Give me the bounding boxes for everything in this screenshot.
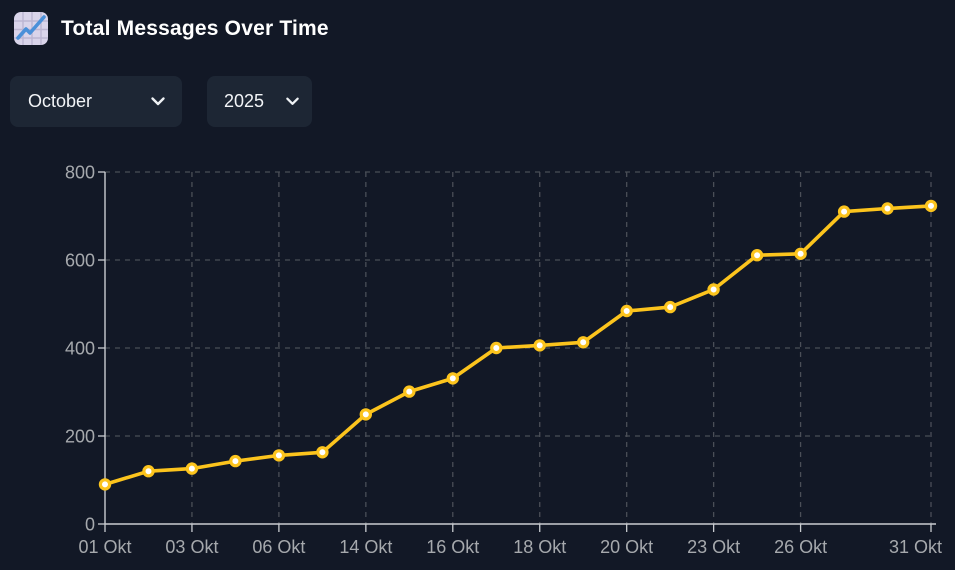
svg-text:01 Okt: 01 Okt	[78, 537, 131, 557]
svg-text:0: 0	[85, 515, 95, 535]
month-select[interactable]: October	[10, 76, 182, 127]
svg-text:20 Okt: 20 Okt	[600, 537, 653, 557]
svg-text:23 Okt: 23 Okt	[687, 537, 740, 557]
chevron-down-icon	[285, 96, 300, 107]
svg-text:800: 800	[65, 163, 95, 183]
chevron-down-icon	[150, 96, 166, 107]
chart-header: Total Messages Over Time	[13, 11, 329, 46]
svg-text:200: 200	[65, 427, 95, 447]
svg-text:14 Okt: 14 Okt	[339, 537, 392, 557]
svg-text:400: 400	[65, 339, 95, 359]
svg-text:31 Okt: 31 Okt	[889, 537, 942, 557]
svg-text:06 Okt: 06 Okt	[252, 537, 305, 557]
chart-filters: October 2025	[10, 76, 312, 127]
svg-text:16 Okt: 16 Okt	[426, 537, 479, 557]
year-select-value: 2025	[224, 91, 265, 111]
month-select-value: October	[28, 91, 93, 111]
page-title: Total Messages Over Time	[61, 16, 329, 40]
chart-increasing-icon	[13, 11, 49, 46]
svg-text:600: 600	[65, 251, 95, 271]
svg-text:26 Okt: 26 Okt	[774, 537, 827, 557]
svg-text:03 Okt: 03 Okt	[165, 537, 218, 557]
svg-text:18 Okt: 18 Okt	[513, 537, 566, 557]
year-select[interactable]: 2025	[207, 76, 312, 127]
